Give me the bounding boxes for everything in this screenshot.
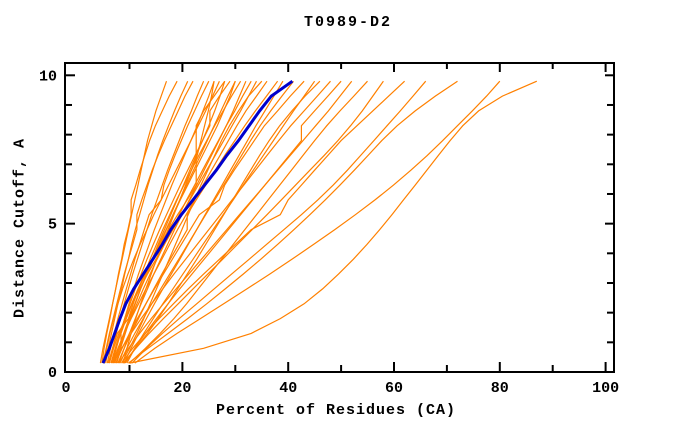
model-curve <box>131 80 427 364</box>
model-curve <box>118 80 353 364</box>
highlighted-model-curve <box>101 79 294 364</box>
model-curve <box>112 80 268 364</box>
x-tick-label: 60 <box>385 380 403 397</box>
model-curve <box>124 80 342 364</box>
model-curve <box>121 80 406 364</box>
model-curve <box>128 80 458 364</box>
chart-title: T0989-D2 <box>303 14 393 31</box>
model-curve <box>102 80 194 364</box>
model-curve <box>122 81 215 364</box>
plot-frame <box>64 62 615 373</box>
model-curve <box>117 80 279 364</box>
y-tick-label: 0 <box>48 365 57 382</box>
model-curve <box>106 80 210 364</box>
model-curve <box>101 80 178 364</box>
model-curve <box>115 81 226 364</box>
y-tick-label: 10 <box>39 68 57 85</box>
x-tick-label: 20 <box>173 380 191 397</box>
model-curve <box>113 80 331 364</box>
x-tick-label: 100 <box>592 380 619 397</box>
x-tick-label: 0 <box>61 380 70 397</box>
model-curve <box>103 80 220 364</box>
model-curve <box>129 80 538 364</box>
x-axis-label: Percent of Residues (CA) <box>215 402 457 419</box>
model-curve <box>119 80 294 364</box>
model-curve <box>122 80 321 364</box>
model-curve <box>123 80 384 364</box>
model-curve <box>110 80 231 364</box>
model-curve <box>126 80 316 364</box>
x-tick-label: 80 <box>491 380 509 397</box>
model-curve <box>134 80 501 364</box>
y-tick-label: 5 <box>48 217 57 234</box>
model-curve <box>115 80 305 364</box>
model-curve <box>129 80 368 364</box>
x-tick-label: 40 <box>279 380 297 397</box>
model-curve <box>116 80 236 364</box>
